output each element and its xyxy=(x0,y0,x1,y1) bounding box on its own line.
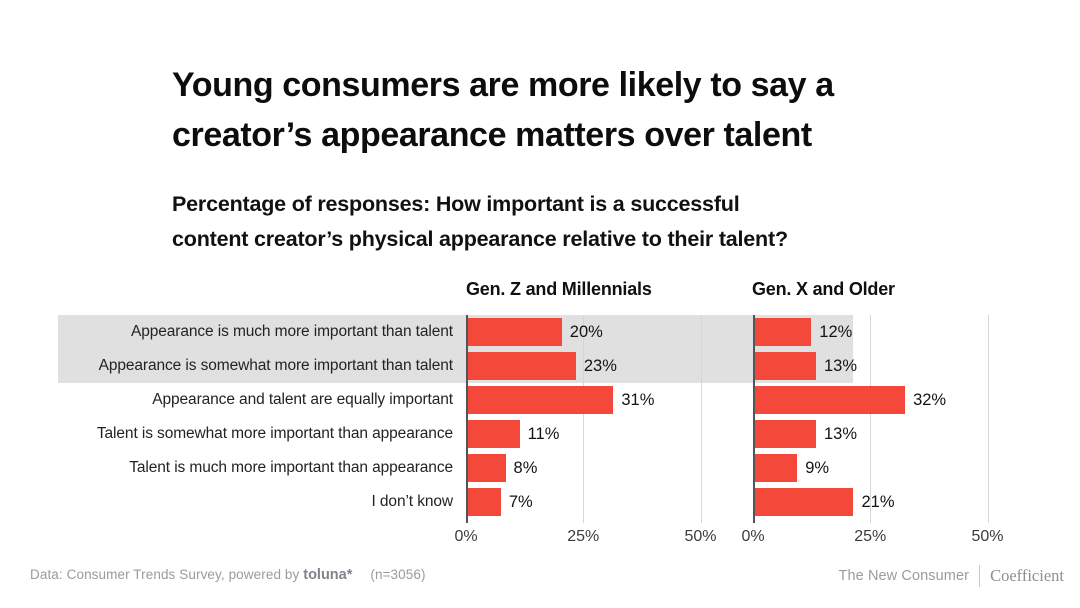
brand-lockup: The New Consumer Coefficient xyxy=(839,565,1064,587)
gridline-50% xyxy=(987,315,989,523)
source-note: Data: Consumer Trends Survey, powered by… xyxy=(30,567,426,583)
bar xyxy=(468,386,614,414)
table-row: Appearance and talent are equally import… xyxy=(0,383,1080,417)
bar xyxy=(755,454,798,482)
category-label: Appearance and talent are equally import… xyxy=(152,391,453,408)
bar xyxy=(468,318,562,346)
bar xyxy=(468,454,506,482)
bar xyxy=(468,352,576,380)
value-label: 12% xyxy=(819,323,853,341)
y-axis-line xyxy=(466,315,468,523)
bar xyxy=(755,420,816,448)
gridline-50% xyxy=(700,315,702,523)
toluna-logo: toluna* xyxy=(303,567,353,583)
chart-area: Appearance is much more important than t… xyxy=(0,315,1080,523)
table-row: Talent is somewhat more important than a… xyxy=(0,417,1080,451)
category-label: Talent is much more important than appea… xyxy=(129,459,453,476)
chart-subtitle: Percentage of responses: How important i… xyxy=(172,192,788,251)
category-label: I don’t know xyxy=(371,493,453,510)
value-label: 31% xyxy=(621,391,655,409)
value-label: 8% xyxy=(513,459,538,477)
table-row: I don’t know 7% 21% xyxy=(0,485,1080,519)
axis-tick-label: 25% xyxy=(567,528,600,545)
table-row: Appearance is somewhat more important th… xyxy=(0,349,1080,383)
bar xyxy=(468,420,520,448)
axis-tick-label: 25% xyxy=(854,528,887,545)
category-label: Talent is somewhat more important than a… xyxy=(96,425,453,442)
panel-header-gen-x: Gen. X and Older xyxy=(752,279,895,299)
row-highlight-band xyxy=(58,315,853,383)
axis-tick-label: 0% xyxy=(741,528,765,545)
bar xyxy=(755,488,854,516)
bar xyxy=(755,386,906,414)
value-label: 23% xyxy=(583,357,617,375)
bar xyxy=(468,488,501,516)
value-label: 21% xyxy=(861,493,895,511)
value-label: 13% xyxy=(823,425,857,443)
bar xyxy=(755,352,816,380)
gridline-25% xyxy=(583,315,585,523)
value-label: 20% xyxy=(569,323,603,341)
brand-coefficient: Coefficient xyxy=(990,566,1064,585)
bar xyxy=(755,318,812,346)
source-text: Data: Consumer Trends Survey, powered by xyxy=(30,567,304,582)
axis-tick-label: 50% xyxy=(971,528,1004,545)
axis-tick-label: 50% xyxy=(684,528,717,545)
table-row: Appearance is much more important than t… xyxy=(0,315,1080,349)
category-label: Appearance is somewhat more important th… xyxy=(98,357,453,374)
brand-divider xyxy=(979,565,981,587)
value-label: 13% xyxy=(823,357,857,375)
value-label: 11% xyxy=(527,425,560,443)
y-axis-line xyxy=(753,315,755,523)
sample-size: (n=3056) xyxy=(370,567,426,582)
table-row: Talent is much more important than appea… xyxy=(0,451,1080,485)
value-label: 7% xyxy=(508,493,533,511)
category-label: Appearance is much more important than t… xyxy=(130,323,453,340)
chart-title: Young consumers are more likely to say a… xyxy=(172,66,834,154)
value-label: 9% xyxy=(805,459,830,477)
axis-tick-label: 0% xyxy=(454,528,478,545)
brand-new-consumer: The New Consumer xyxy=(838,568,970,584)
gridline-25% xyxy=(870,315,872,523)
value-label: 32% xyxy=(913,391,947,409)
panel-header-gen-z: Gen. Z and Millennials xyxy=(466,279,652,299)
